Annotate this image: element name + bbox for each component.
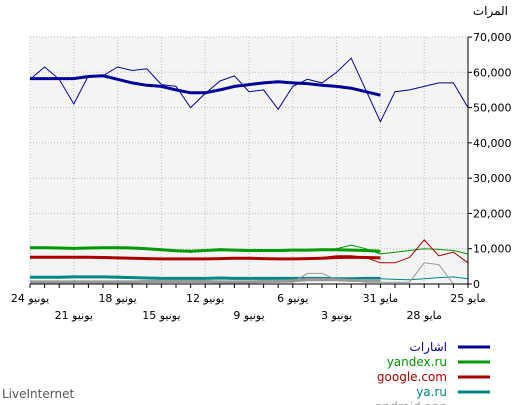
legend-label-2: google.com <box>377 370 447 384</box>
series-trend-0 <box>30 74 381 97</box>
x-tick-label: 6 يونيو <box>277 292 308 305</box>
y-tick-label: 50,000 <box>473 102 512 115</box>
y-tick-label: 10,000 <box>473 243 512 256</box>
y-tick-label: 0 <box>473 278 480 291</box>
x-tick-label: 9 يونيو <box>233 309 264 322</box>
legend: اشاراتyandex.rugoogle.comya.ruandroid.ap… <box>375 340 490 405</box>
footer-brand: LiveInternet <box>2 387 75 401</box>
x-tick-label: 15 يونيو <box>142 309 180 322</box>
x-tick-label: 31 مايو <box>363 292 399 305</box>
y-tick-label: 40,000 <box>473 137 512 150</box>
y-tick-label: 20,000 <box>473 207 512 220</box>
y-tick-label: 70,000 <box>473 31 512 44</box>
x-tick-label: 12 يونيو <box>186 292 224 305</box>
series-trend-2 <box>30 255 381 261</box>
x-tick-label: 18 يونيو <box>98 292 136 305</box>
series-trend-4 <box>30 278 381 284</box>
series-lines <box>29 57 469 285</box>
x-tick-label: 21 يونيو <box>55 309 93 322</box>
legend-label-4: android.app <box>375 400 447 405</box>
grid <box>29 36 469 285</box>
legend-label-1: yandex.ru <box>387 355 447 369</box>
axes: 0 10,000 20,000 30,000 40,000 50,000 60,000 70,… <box>11 31 512 322</box>
x-tick-label: 24 يونيو <box>11 292 49 305</box>
chart-title: المرات <box>472 4 508 18</box>
x-tick-label: 28 مايو <box>406 309 442 322</box>
x-tick-label: 25 مايو <box>450 292 486 305</box>
y-tick-label: 30,000 <box>473 172 512 185</box>
series-trend-1 <box>30 246 381 253</box>
legend-label-3: ya.ru <box>416 385 447 399</box>
x-tick-label: 3 يونيو <box>321 309 352 322</box>
y-tick-label: 60,000 <box>473 66 512 79</box>
legend-label-0: اشارات <box>410 340 447 355</box>
